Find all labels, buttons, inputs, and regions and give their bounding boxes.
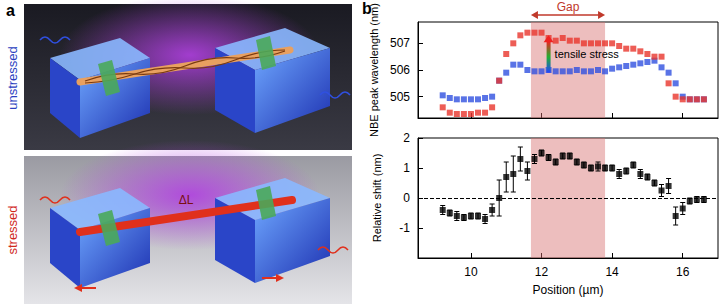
svg-text:16: 16 — [676, 265, 690, 279]
svg-text:12: 12 — [535, 265, 549, 279]
svg-text:ΔL: ΔL — [179, 193, 194, 207]
svg-text:1: 1 — [403, 161, 410, 175]
svg-text:Gap: Gap — [557, 0, 580, 14]
svg-text:NBE peak wavelength (nm): NBE peak wavelength (nm) — [368, 3, 380, 137]
svg-text:14: 14 — [605, 265, 619, 279]
svg-text:tensile stress: tensile stress — [555, 48, 620, 60]
svg-text:10: 10 — [464, 265, 478, 279]
svg-text:Position (µm): Position (µm) — [533, 283, 604, 297]
svg-text:Relative shift (nm): Relative shift (nm) — [371, 154, 383, 243]
svg-text:-1: -1 — [399, 221, 410, 235]
svg-text:2: 2 — [403, 131, 410, 145]
svg-text:0: 0 — [403, 191, 410, 205]
svg-text:stressed: stressed — [5, 205, 20, 254]
svg-text:505: 505 — [390, 90, 410, 104]
svg-text:unstressed: unstressed — [5, 46, 20, 110]
svg-text:506: 506 — [390, 63, 410, 77]
svg-text:a: a — [6, 2, 15, 19]
svg-text:507: 507 — [390, 36, 410, 50]
